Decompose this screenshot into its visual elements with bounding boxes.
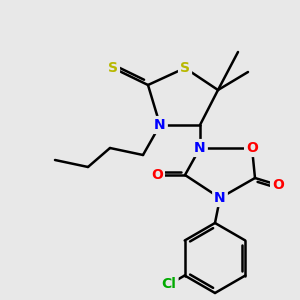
Text: S: S — [180, 61, 190, 75]
Text: Cl: Cl — [162, 278, 176, 292]
Text: S: S — [108, 61, 118, 75]
Text: N: N — [154, 118, 166, 132]
Text: O: O — [272, 178, 284, 192]
Text: O: O — [246, 141, 258, 155]
Text: N: N — [214, 191, 226, 205]
Text: O: O — [151, 168, 163, 182]
Text: N: N — [194, 141, 206, 155]
